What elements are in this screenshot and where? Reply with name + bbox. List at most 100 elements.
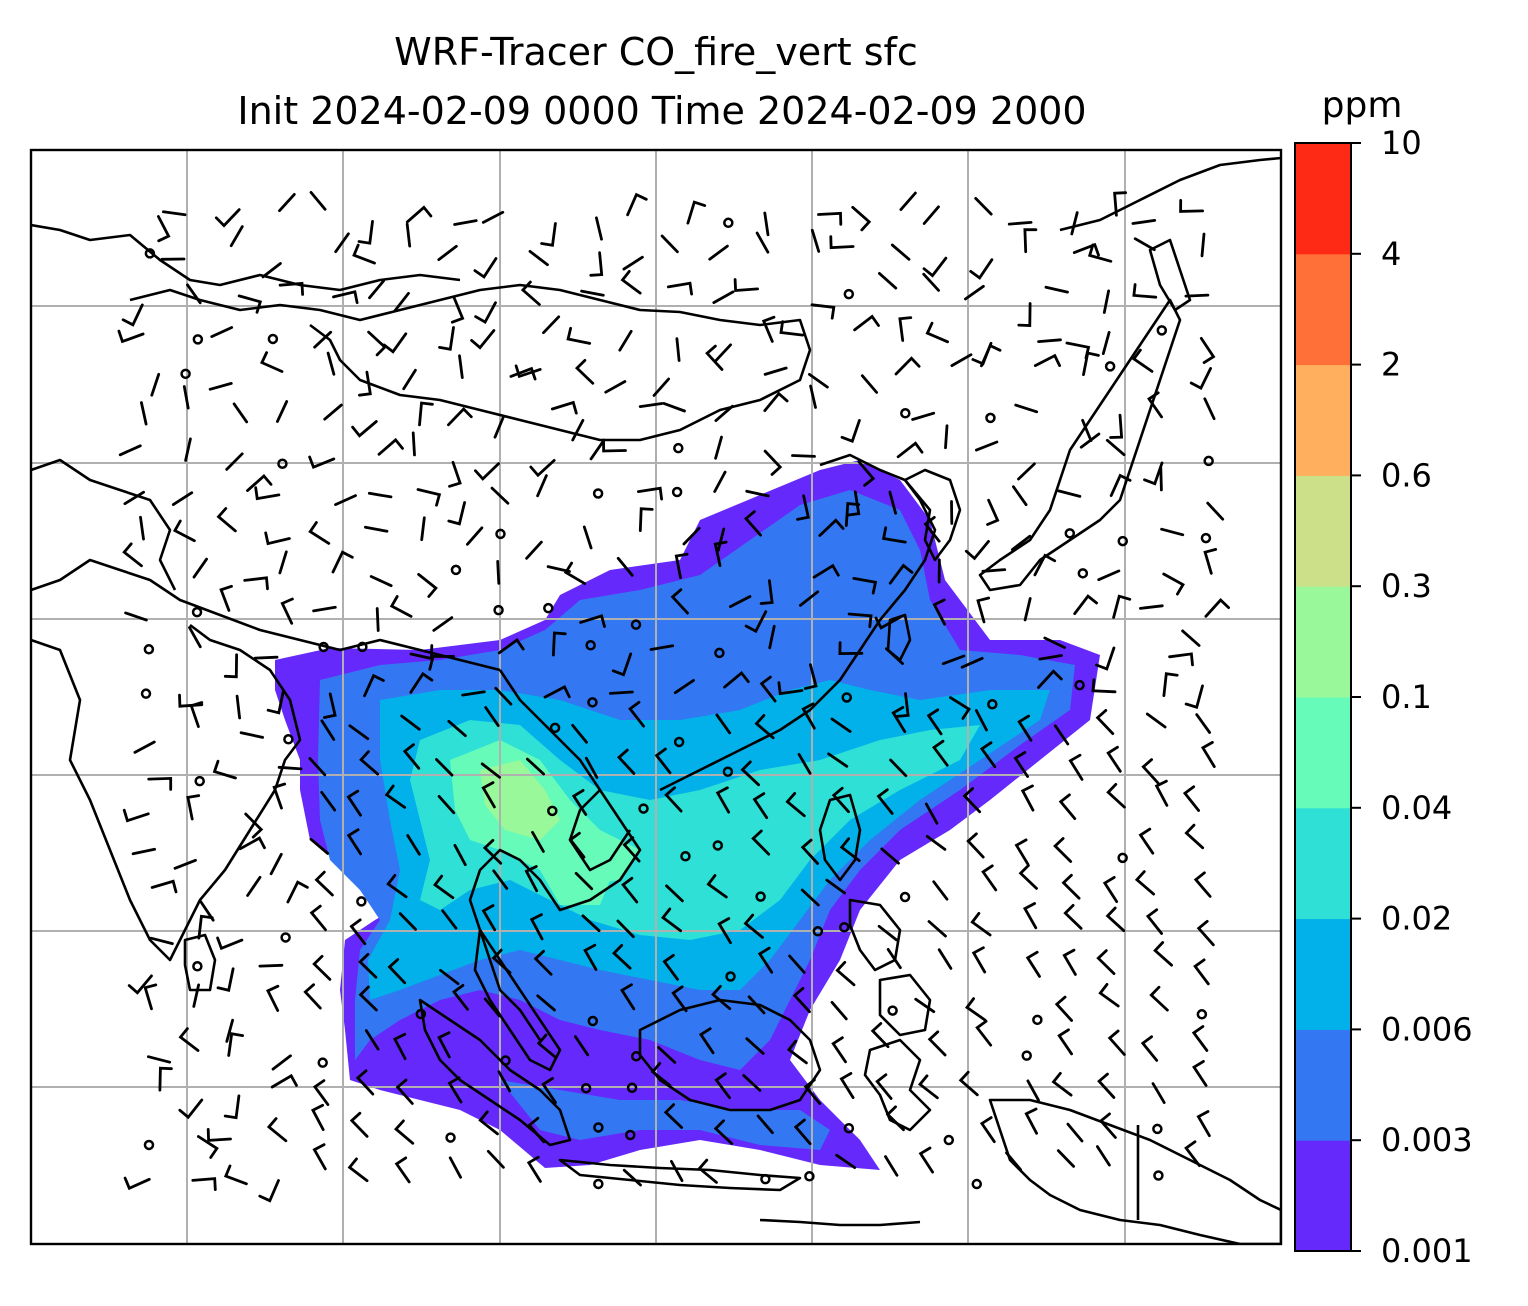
wind-barb: [278, 193, 296, 213]
calm-wind-marker: [1074, 679, 1085, 691]
wind-barb: [949, 696, 971, 720]
wind-barb: [777, 681, 804, 696]
wind-barb: [433, 874, 455, 900]
wind-barb: [925, 321, 949, 344]
wind-barb: [225, 1018, 234, 1043]
wind-barb: [312, 954, 332, 981]
wind-barb: [437, 795, 456, 815]
wind-barb: [192, 983, 200, 1008]
wind-barb: [536, 474, 548, 498]
calm-wind-marker: [318, 641, 329, 653]
wind-barb: [714, 435, 723, 460]
calm-wind-marker: [1021, 1050, 1032, 1061]
wind-barb: [852, 577, 878, 595]
colorbar-tick-label: 10: [1381, 124, 1422, 162]
wind-barb: [334, 232, 350, 254]
wind-barb: [323, 692, 337, 719]
wind-barb: [1014, 838, 1030, 866]
wind-barb: [664, 786, 683, 813]
japan-hokkaido: [1148, 238, 1192, 312]
wind-barb: [661, 907, 682, 933]
wind-barb: [663, 1103, 683, 1129]
wind-barb: [216, 967, 235, 992]
calm-wind-marker: [192, 961, 203, 972]
calm-wind-marker: [585, 639, 596, 651]
calm-wind-marker: [543, 602, 554, 614]
wind-barb: [172, 519, 196, 543]
wind-barb: [638, 507, 654, 532]
calm-wind-marker: [445, 1132, 456, 1143]
wind-barb: [147, 776, 173, 791]
calm-wind-marker: [495, 528, 506, 540]
wind-barb: [278, 281, 304, 296]
wind-barb: [127, 974, 153, 995]
wind-barb: [238, 836, 266, 851]
colorbar-swatch: [1295, 918, 1351, 1030]
wind-barb: [492, 869, 509, 890]
wind-barb: [1033, 553, 1057, 577]
mongolia-border: [129, 283, 812, 442]
wind-barb: [123, 490, 145, 506]
wind-barb: [799, 590, 820, 607]
wind-barb: [926, 708, 943, 736]
wind-barb: [358, 952, 378, 979]
wind-barb: [975, 440, 999, 452]
wind-barb: [853, 314, 880, 332]
colorbar-tick-label: 2: [1381, 346, 1401, 384]
wind-barb: [184, 437, 192, 462]
plume-level-low-south: [500, 1080, 830, 1150]
calm-wind-marker: [722, 766, 734, 777]
wind-barb: [497, 638, 525, 655]
wind-barb: [620, 983, 636, 1011]
wind-barb: [779, 320, 805, 337]
wind-barb: [303, 983, 322, 1010]
wind-barb: [595, 216, 603, 241]
wind-barb: [666, 281, 693, 296]
vietnam-coast: [568, 789, 632, 872]
wind-barb: [1079, 432, 1101, 449]
wind-barb: [571, 723, 588, 744]
wind-barb: [441, 909, 458, 930]
wind-barb: [1017, 462, 1036, 481]
wind-barb: [1097, 569, 1121, 582]
wind-barb: [582, 525, 593, 550]
wind-barb: [925, 835, 947, 851]
wind-barb: [225, 452, 244, 471]
wind-barb: [759, 675, 777, 703]
wind-barb: [566, 326, 592, 345]
wind-barb: [654, 747, 672, 775]
wind-barb: [437, 1031, 451, 1059]
calm-wind-marker: [277, 458, 288, 469]
wind-barb: [346, 789, 362, 817]
wind-barb: [387, 958, 407, 985]
wind-barb: [927, 920, 947, 938]
wind-barb: [831, 1036, 847, 1064]
wind-barb: [486, 1149, 505, 1169]
wind-barb: [847, 612, 873, 629]
wind-barb: [398, 912, 417, 931]
wind-barb: [308, 455, 336, 470]
wind-barb: [143, 983, 158, 1011]
colorbar-tick-label: 0.02: [1381, 900, 1452, 938]
wind-barb: [229, 225, 244, 248]
wind-barb: [914, 997, 936, 1014]
wind-barb: [981, 568, 1007, 573]
wind-barb: [705, 344, 724, 371]
wind-barb: [740, 760, 760, 787]
calm-wind-marker: [1200, 532, 1212, 544]
wind-barb: [584, 756, 599, 779]
wind-barb: [364, 1029, 380, 1051]
wind-barb: [525, 540, 543, 560]
wind-barb: [260, 351, 284, 373]
wind-barb: [970, 912, 992, 937]
wind-barb: [941, 654, 966, 666]
wind-barb: [571, 789, 588, 816]
colorbar-ticks: 0.001 0.003 0.006 0.02 0.04 0.1 0.3 0.6 2 4 10: [1351, 124, 1473, 1270]
wind-barb: [461, 690, 486, 697]
wind-barb: [450, 296, 465, 324]
china-coastline: [659, 453, 937, 792]
wind-barb: [723, 671, 750, 689]
wind-barb: [223, 1094, 241, 1120]
calm-wind-marker: [638, 803, 649, 814]
wind-barb: [637, 486, 663, 501]
